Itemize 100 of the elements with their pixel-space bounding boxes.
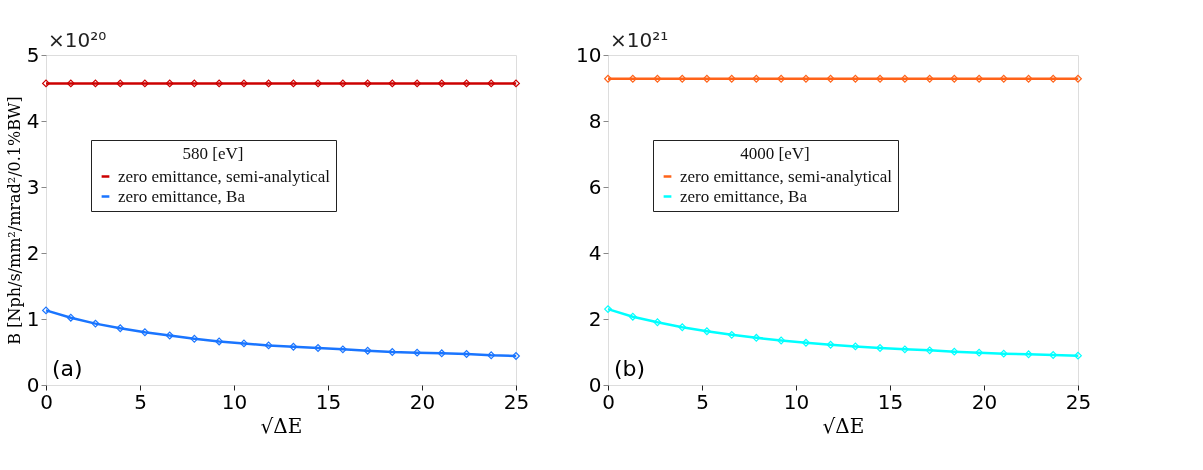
point	[413, 79, 422, 88]
point	[314, 79, 322, 88]
point	[66, 313, 75, 322]
point	[851, 74, 860, 83]
point	[42, 79, 50, 88]
point	[462, 79, 471, 88]
y-tick-label: 0	[26, 372, 40, 397]
point	[876, 344, 884, 352]
point	[900, 345, 909, 354]
point	[702, 74, 711, 83]
y-axis-title: B [Nph/s/mm²/mrad²/0.1%BW]	[4, 96, 24, 345]
legend-label: zero emittance, Ba	[118, 186, 246, 206]
point	[314, 344, 322, 352]
point	[165, 79, 174, 88]
y-tick-label: 1	[26, 306, 40, 331]
point	[678, 323, 687, 332]
x-tick-label: 15	[315, 389, 342, 414]
x-tick-label: 15	[877, 389, 904, 414]
point	[512, 352, 520, 360]
point	[826, 340, 835, 349]
point	[777, 336, 786, 345]
point	[338, 79, 347, 88]
annotation: (b)	[614, 356, 646, 381]
legend-label: zero emittance, Ba	[680, 186, 808, 206]
x-tick-label: 20	[971, 389, 998, 414]
point	[826, 74, 835, 83]
point	[487, 79, 496, 88]
point	[413, 348, 422, 357]
y-tick-label: 2	[26, 240, 40, 265]
point	[876, 74, 884, 83]
legend-title: 4000 [eV]	[740, 144, 810, 163]
y-tick-label: 4	[588, 240, 602, 265]
point	[437, 349, 446, 358]
x-axis-title: √ΔE	[260, 413, 303, 438]
point	[950, 74, 959, 83]
point	[802, 74, 810, 83]
point	[802, 338, 810, 347]
point	[925, 346, 934, 355]
legend-title: 580 [eV]	[182, 144, 244, 163]
point	[678, 74, 687, 83]
annotation: (a)	[52, 356, 83, 381]
point	[487, 351, 496, 360]
point	[512, 79, 520, 88]
x-tick-label: 25	[1065, 389, 1092, 414]
x-tick-label: 5	[134, 389, 147, 414]
point	[727, 74, 736, 83]
point	[215, 79, 224, 88]
point	[462, 350, 471, 358]
text: ×10²¹	[610, 28, 669, 52]
point	[91, 79, 100, 88]
point	[215, 337, 224, 346]
point	[702, 327, 711, 336]
legend-label: zero emittance, semi-analytical	[680, 166, 893, 186]
point	[752, 74, 761, 83]
point	[628, 312, 637, 321]
point	[240, 339, 248, 348]
point	[240, 79, 248, 88]
point	[437, 79, 446, 88]
x-tick-label: 20	[409, 389, 436, 414]
point	[1049, 74, 1058, 83]
y-tick-label: 6	[588, 174, 602, 199]
y-tick-label: 10	[576, 42, 602, 67]
point	[975, 74, 984, 83]
point	[338, 345, 347, 354]
point	[925, 74, 934, 83]
x-tick-label: 5	[696, 389, 709, 414]
point	[1024, 74, 1033, 83]
point	[999, 349, 1008, 358]
y-tick-label: 0	[588, 372, 602, 397]
point	[289, 342, 298, 351]
point	[264, 79, 273, 88]
x-tick-label: 10	[783, 389, 810, 414]
point	[116, 79, 125, 88]
point	[42, 306, 50, 315]
point	[752, 333, 761, 342]
point	[653, 318, 662, 327]
point	[190, 334, 199, 343]
point	[950, 347, 959, 356]
point	[66, 79, 75, 88]
point	[1074, 74, 1082, 83]
point	[999, 74, 1008, 83]
y-tick-label: 5	[26, 42, 40, 67]
point	[628, 74, 637, 83]
point	[289, 79, 298, 88]
x-tick-label: 25	[503, 389, 530, 414]
point	[264, 341, 273, 350]
x-axis-title: √ΔE	[822, 413, 865, 438]
y-tick-label: 2	[588, 306, 602, 331]
point	[604, 305, 612, 314]
point	[165, 331, 174, 340]
point	[1024, 350, 1033, 359]
point	[140, 79, 149, 88]
y-tick-label: 8	[588, 108, 602, 133]
point	[851, 342, 860, 351]
point	[653, 74, 662, 83]
point	[777, 74, 786, 83]
text: ×10²⁰	[48, 28, 107, 52]
point	[363, 346, 372, 355]
point	[1049, 351, 1058, 359]
point	[388, 348, 397, 356]
